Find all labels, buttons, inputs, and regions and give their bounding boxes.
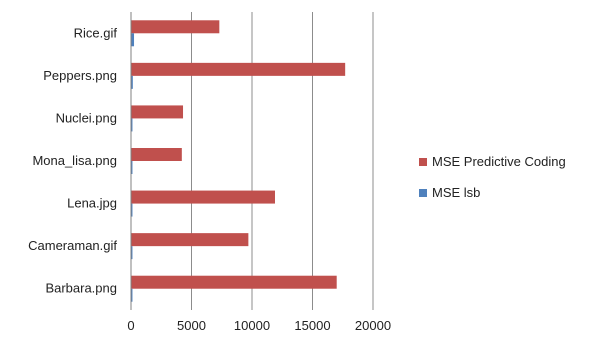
- category-label: Cameraman.gif: [28, 238, 117, 253]
- x-tick-label: 10000: [234, 318, 270, 333]
- bar-predictive-coding-mona-lisa-png: [131, 148, 182, 161]
- legend-swatch: [419, 189, 427, 197]
- category-label: Lena.jpg: [67, 196, 117, 211]
- bar-lsb-mona-lisa-png: [131, 161, 133, 174]
- bar-predictive-coding-nuclei-png: [131, 105, 184, 119]
- bar-predictive-coding-barbara-png: [131, 275, 337, 289]
- category-label: Peppers.png: [43, 68, 117, 83]
- bar-lsb-nuclei-png: [131, 118, 133, 132]
- category-labels: Barbara.png Cameraman.gif Lena.jpg Mona_lis…: [28, 25, 117, 295]
- legend-swatch: [419, 158, 427, 166]
- x-tick-label: 5000: [177, 318, 206, 333]
- bar-predictive-coding-cameraman-gif: [131, 233, 249, 247]
- category-label: Rice.gif: [74, 25, 118, 40]
- bar-lsb-lena-jpg: [131, 203, 133, 217]
- bar-lsb-barbara-png: [131, 288, 133, 302]
- x-tick-label: 20000: [355, 318, 391, 333]
- bar-predictive-coding-rice-gif: [131, 20, 220, 34]
- bar-predictive-coding-lena-jpg: [131, 190, 275, 204]
- x-tick-label: 0: [127, 318, 134, 333]
- bar-predictive-coding-peppers-png: [131, 62, 346, 76]
- bar-lsb-cameraman-gif: [131, 246, 133, 260]
- legend-label: MSE lsb: [432, 185, 480, 200]
- bars: [131, 20, 346, 302]
- x-tick-labels: 0 5000 10000 15000 20000: [127, 318, 391, 333]
- category-label: Nuclei.png: [56, 110, 117, 125]
- x-tick-label: 15000: [294, 318, 330, 333]
- legend: MSE Predictive Coding MSE lsb: [419, 154, 566, 200]
- bar-lsb-rice-gif: [131, 33, 135, 47]
- legend-label: MSE Predictive Coding: [432, 154, 566, 169]
- category-label: Barbara.png: [45, 281, 117, 296]
- category-label: Mona_lisa.png: [32, 153, 117, 168]
- gridlines: [191, 12, 374, 310]
- bar-lsb-peppers-png: [131, 75, 133, 89]
